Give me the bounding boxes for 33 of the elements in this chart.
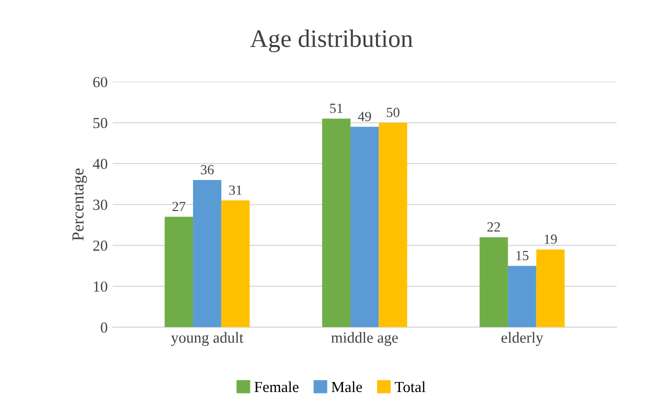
data-label: 49 (358, 112, 372, 122)
bar (221, 200, 250, 328)
y-tick-label: 50 (93, 118, 108, 128)
data-label: 36 (200, 165, 214, 174)
legend-label: Male (332, 381, 362, 392)
data-label: 50 (386, 108, 400, 118)
data-label: 15 (516, 250, 529, 260)
bar (378, 122, 408, 328)
y-tick-label: 60 (93, 76, 108, 88)
x-tick-label: young adult (171, 332, 244, 346)
data-label: 31 (229, 185, 242, 195)
data-label: 22 (487, 222, 500, 232)
y-tick-label: 20 (93, 240, 108, 251)
data-label: 27 (172, 202, 186, 212)
legend-label: Female (254, 381, 298, 392)
bar (350, 126, 379, 328)
bar (193, 180, 222, 328)
x-tick-label: elderly (502, 332, 544, 346)
bar (322, 118, 350, 328)
bar (536, 249, 565, 328)
x-tick-label: middle age (331, 332, 398, 346)
y-axis-title: Percentage (72, 168, 88, 241)
y-tick-label: 0 (100, 322, 108, 333)
bar (480, 237, 508, 328)
bar (508, 266, 536, 328)
chart-title: Age distribution (250, 30, 413, 52)
data-label: 19 (544, 234, 557, 244)
data-label: 51 (330, 104, 342, 114)
y-tick-label: 30 (93, 200, 108, 210)
bar (164, 216, 194, 328)
legend-label: Total (394, 381, 426, 392)
y-tick-label: 40 (92, 158, 108, 170)
y-tick-label: 10 (94, 281, 108, 292)
